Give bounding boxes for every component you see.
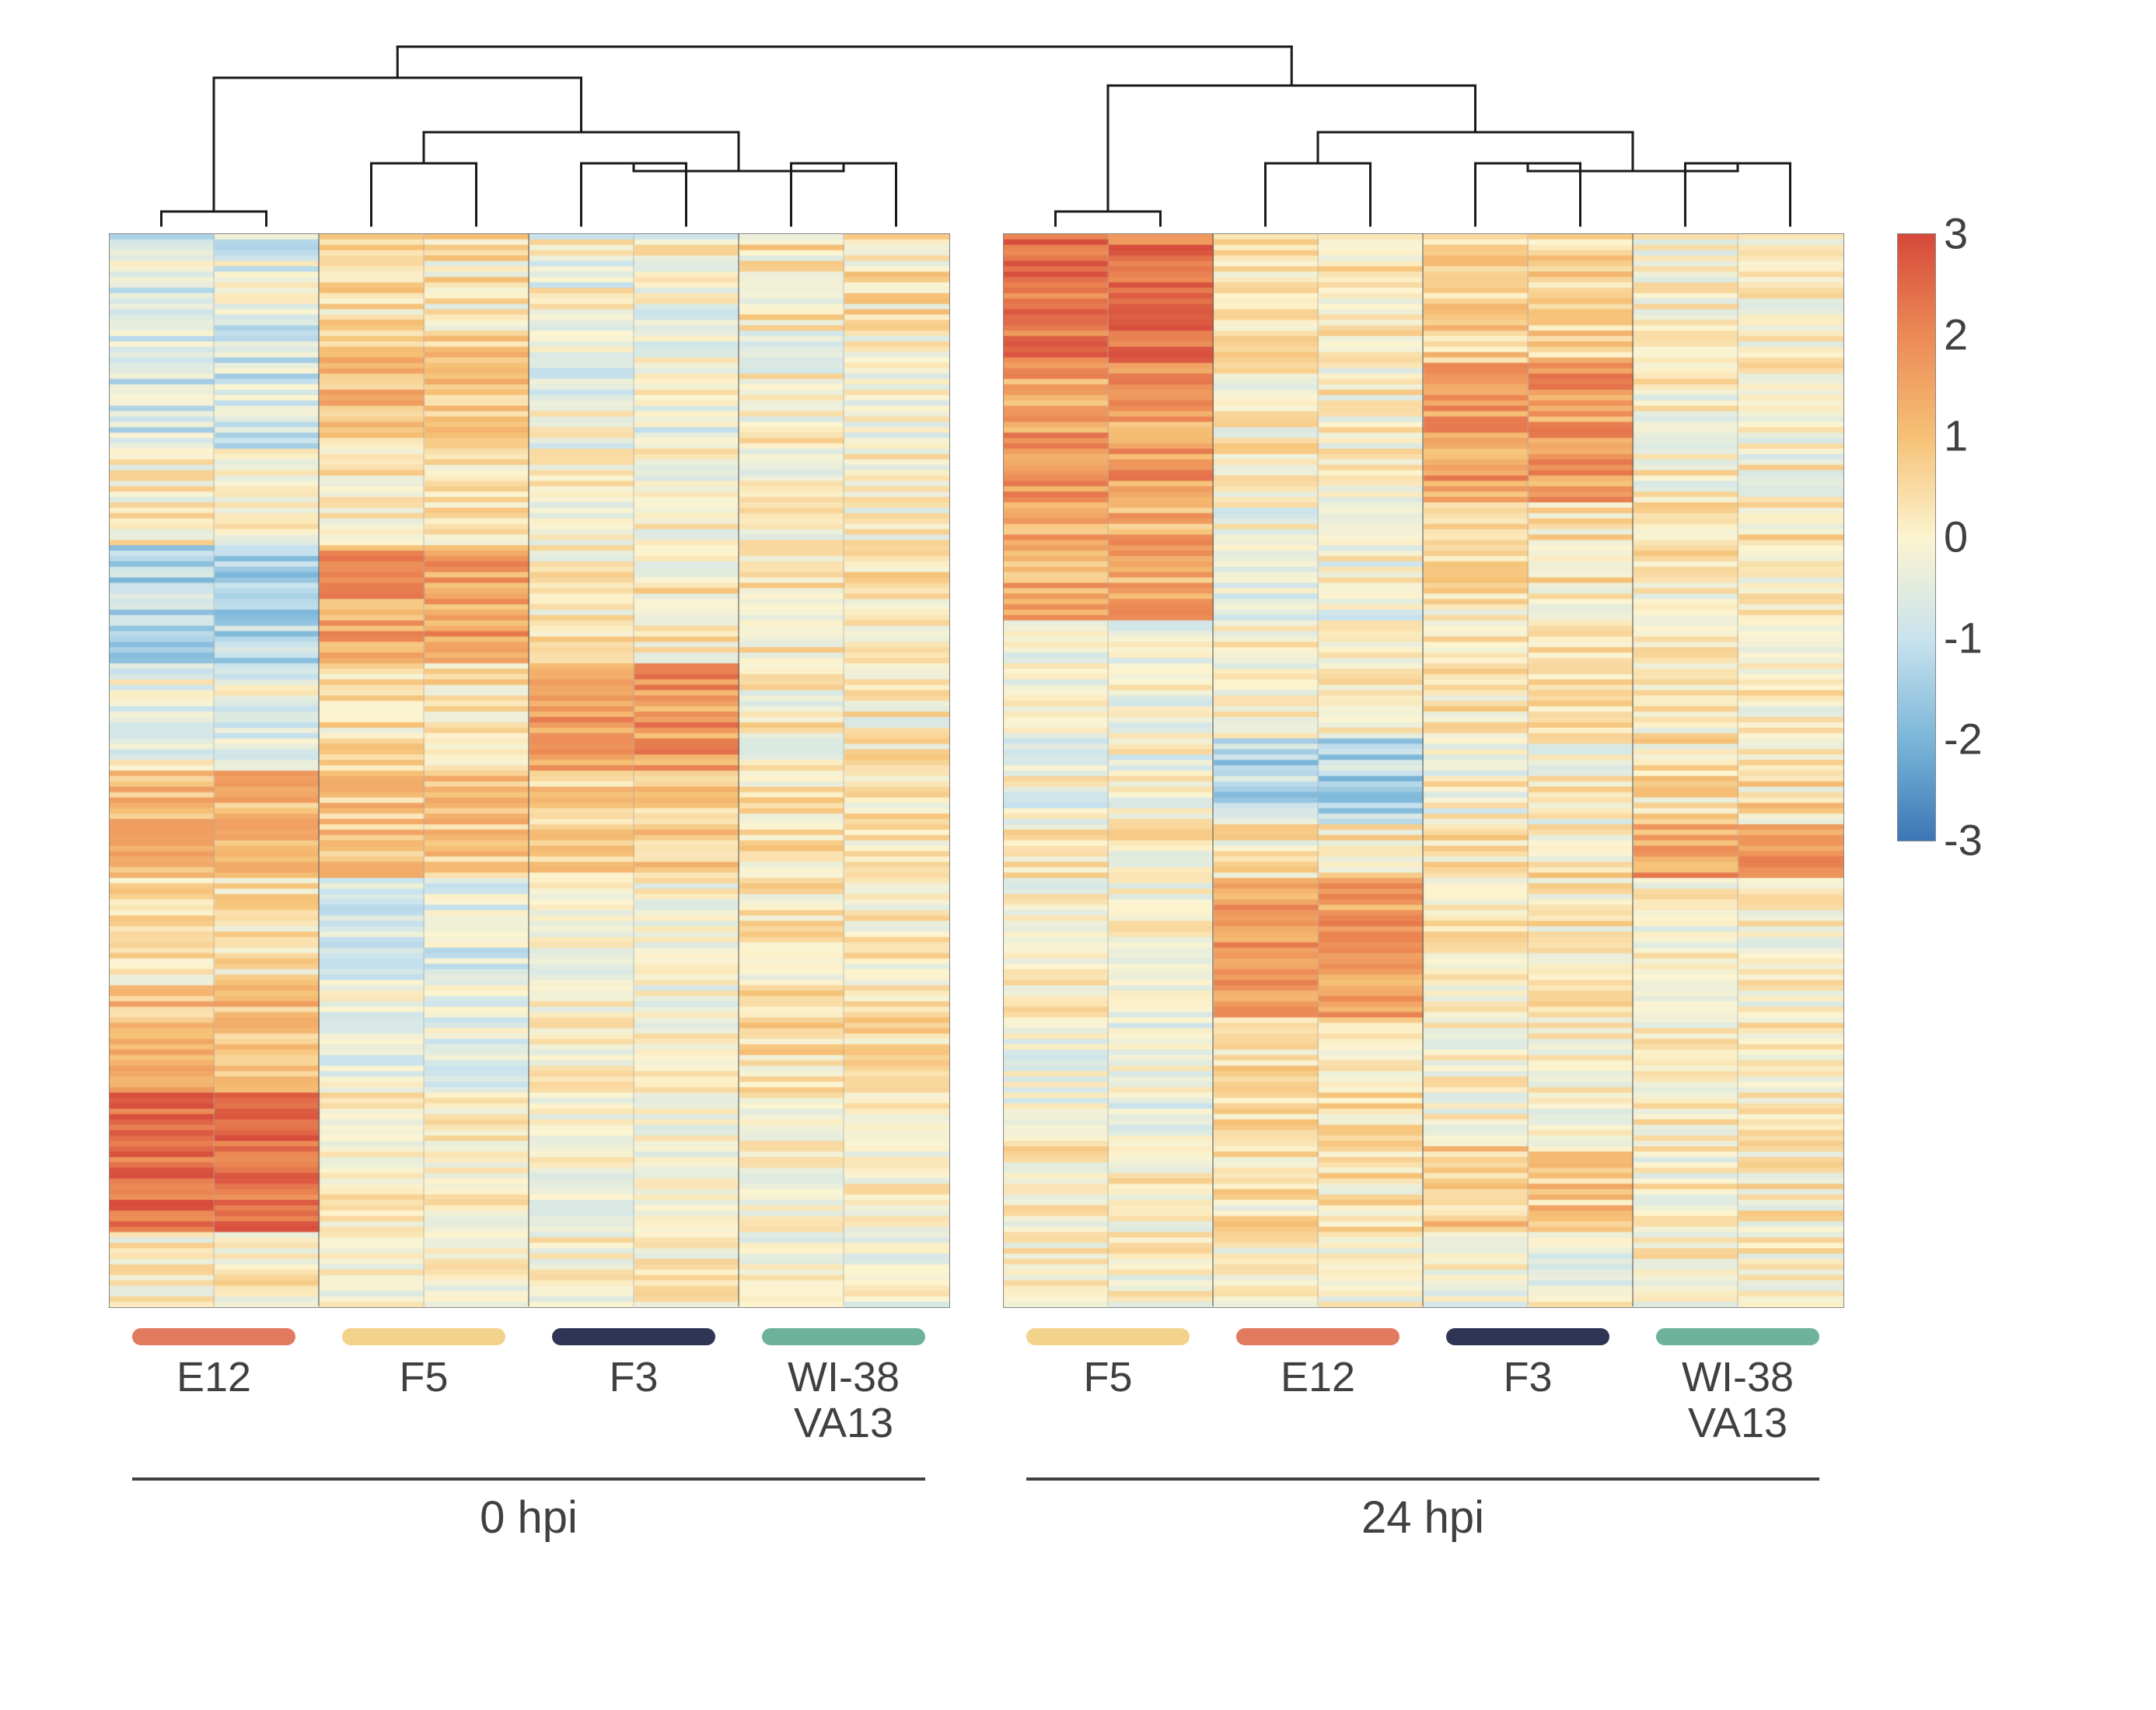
sample-label: WI-38VA13	[1682, 1355, 1794, 1447]
sample-annotations: F5 E12 F3 WI-38VA13	[1003, 1306, 1843, 1447]
sample-label: E12	[176, 1355, 251, 1401]
group-label: 0 hpi	[109, 1491, 949, 1544]
colorbar-tick-label: 1	[1944, 411, 1968, 461]
sample-color-chip	[132, 1328, 296, 1345]
sample-annotation: E12	[1213, 1306, 1423, 1447]
sample-label: WI-38VA13	[788, 1355, 900, 1447]
sample-color-chip	[552, 1328, 716, 1345]
colorbar: 3210-1-2-3	[1897, 233, 1936, 845]
group-label: 24 hpi	[1003, 1491, 1843, 1544]
colorbar-tick-label: 2	[1944, 309, 1968, 360]
sample-color-chip	[1236, 1328, 1400, 1345]
sample-color-chip	[1656, 1328, 1820, 1345]
heatmap-canvas	[1003, 233, 1844, 1308]
sample-color-chip	[342, 1328, 506, 1345]
clustered-heatmap-figure: E12F5F3WI-38VA130 hpiF5E12F3WI-38VA1324 …	[31, 31, 2053, 1664]
sample-annotation: F5	[1003, 1306, 1213, 1447]
sample-label: F5	[1083, 1355, 1132, 1401]
sample-annotation: WI-38VA13	[739, 1306, 949, 1447]
sample-annotation: F3	[1423, 1306, 1633, 1447]
colorbar-tick-label: -1	[1944, 613, 1983, 663]
sample-annotations: E12 F5 F3 WI-38VA13	[109, 1306, 949, 1447]
heatmap-panels: E12F5F3WI-38VA130 hpiF5E12F3WI-38VA1324 …	[109, 233, 1843, 1308]
sample-annotation: F3	[529, 1306, 739, 1447]
colorbar-gradient	[1897, 233, 1936, 841]
sample-annotation: F5	[319, 1306, 529, 1447]
sample-label: F3	[609, 1355, 658, 1401]
sample-annotation: E12	[109, 1306, 319, 1447]
group-rule	[132, 1477, 925, 1481]
group-rule	[1026, 1477, 1819, 1481]
sample-color-chip	[1026, 1328, 1190, 1345]
heatmap-canvas	[109, 233, 950, 1308]
sample-color-chip	[762, 1328, 926, 1345]
sample-annotation: WI-38VA13	[1633, 1306, 1843, 1447]
column-dendrogram	[31, 31, 1897, 233]
sample-label: F3	[1503, 1355, 1552, 1401]
colorbar-tick-label: 3	[1944, 208, 1968, 259]
heatmap-panel: F5E12F3WI-38VA1324 hpi	[1003, 233, 1843, 1308]
sample-label: E12	[1281, 1355, 1355, 1401]
sample-label: F5	[399, 1355, 448, 1401]
colorbar-tick-label: -3	[1944, 815, 1983, 865]
sample-color-chip	[1446, 1328, 1610, 1345]
colorbar-tick-label: -2	[1944, 714, 1983, 764]
colorbar-tick-label: 0	[1944, 512, 1968, 562]
heatmap-panel: E12F5F3WI-38VA130 hpi	[109, 233, 949, 1308]
